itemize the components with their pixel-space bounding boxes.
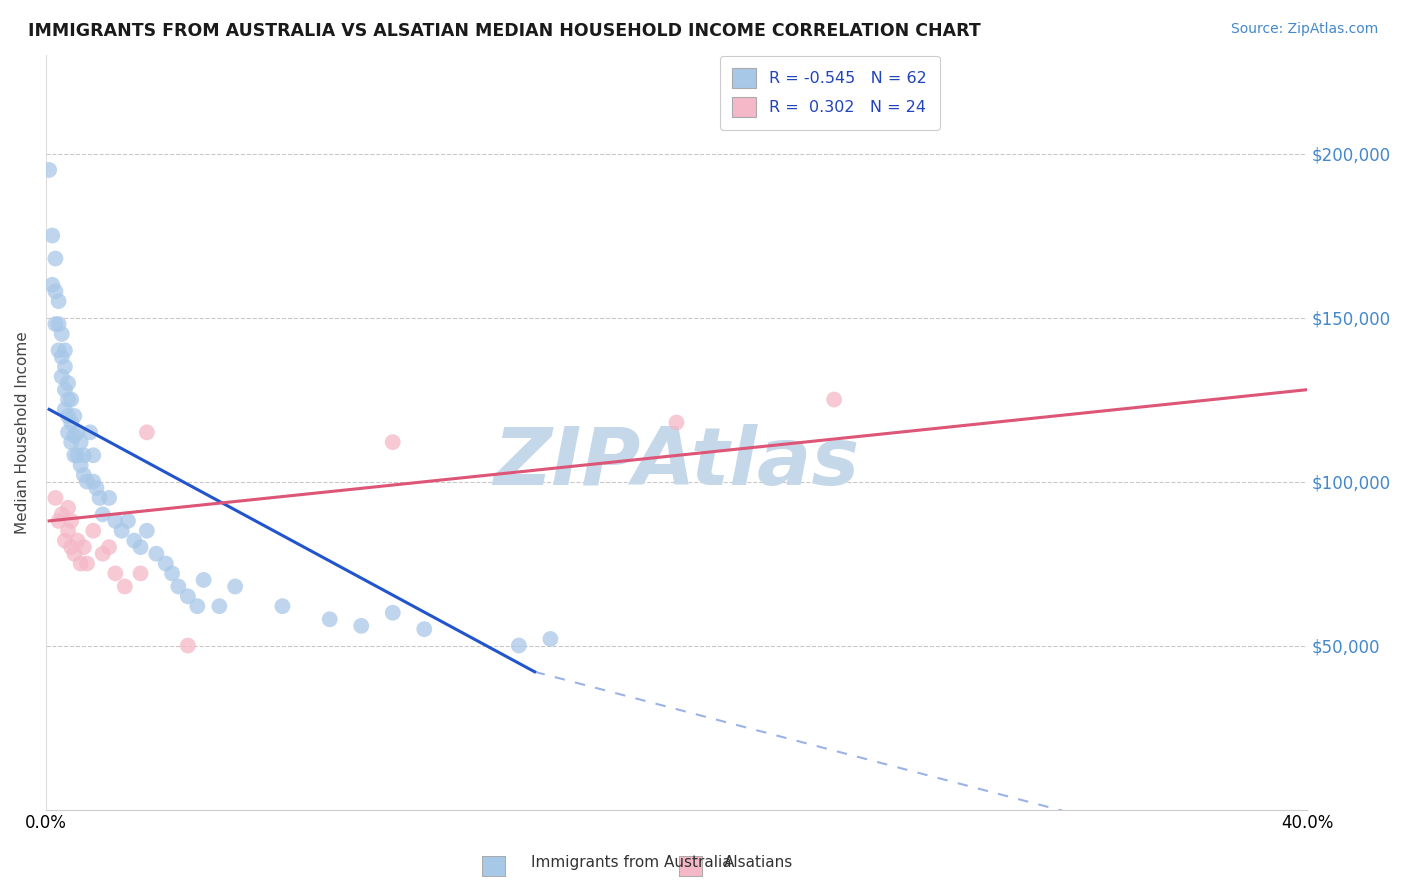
Point <box>413 622 436 636</box>
Point <box>167 580 190 594</box>
Point <box>53 343 76 358</box>
Point <box>56 392 79 407</box>
Point <box>48 514 70 528</box>
Point <box>155 557 177 571</box>
Point <box>60 514 83 528</box>
Point <box>508 639 530 653</box>
Point <box>69 557 91 571</box>
Point <box>56 500 79 515</box>
Point <box>129 540 152 554</box>
Point <box>350 619 373 633</box>
Point <box>82 475 104 489</box>
Point <box>160 566 183 581</box>
Text: Source: ZipAtlas.com: Source: ZipAtlas.com <box>1230 22 1378 37</box>
Point <box>69 458 91 472</box>
Point <box>104 514 127 528</box>
Point <box>41 228 63 243</box>
Point <box>53 533 76 548</box>
Point <box>63 409 86 423</box>
Point <box>51 326 73 341</box>
Point <box>48 317 70 331</box>
Point <box>48 294 70 309</box>
Point <box>51 369 73 384</box>
Point <box>56 376 79 391</box>
Point <box>44 317 66 331</box>
Point <box>56 524 79 538</box>
Point <box>177 639 200 653</box>
Point <box>823 392 845 407</box>
Point <box>111 524 134 538</box>
Point <box>86 481 108 495</box>
Point <box>193 573 215 587</box>
Point <box>60 540 83 554</box>
Point <box>66 533 89 548</box>
Point <box>53 359 76 374</box>
Point <box>53 402 76 417</box>
Point <box>48 343 70 358</box>
Point <box>318 612 340 626</box>
Point <box>129 566 152 581</box>
Point <box>79 425 101 440</box>
Y-axis label: Median Household Income: Median Household Income <box>15 331 30 533</box>
Point <box>82 524 104 538</box>
Text: IMMIGRANTS FROM AUSTRALIA VS ALSATIAN MEDIAN HOUSEHOLD INCOME CORRELATION CHART: IMMIGRANTS FROM AUSTRALIA VS ALSATIAN ME… <box>28 22 981 40</box>
Point <box>177 590 200 604</box>
Point <box>145 547 167 561</box>
Point <box>117 514 139 528</box>
Text: Immigrants from Australia: Immigrants from Australia <box>531 855 733 870</box>
Text: Alsatians: Alsatians <box>724 855 793 870</box>
Point <box>56 425 79 440</box>
Point <box>73 467 96 482</box>
Point <box>60 392 83 407</box>
Point <box>63 448 86 462</box>
Point <box>66 448 89 462</box>
Point <box>271 599 294 614</box>
Point <box>98 491 121 505</box>
Point <box>60 416 83 430</box>
Point <box>91 547 114 561</box>
Point <box>381 606 404 620</box>
Point <box>41 277 63 292</box>
Point <box>538 632 561 646</box>
Point <box>44 252 66 266</box>
Point <box>69 435 91 450</box>
Point <box>51 350 73 364</box>
Point <box>135 524 157 538</box>
Point <box>208 599 231 614</box>
Point <box>104 566 127 581</box>
Point <box>82 448 104 462</box>
Point <box>66 425 89 440</box>
Point <box>135 425 157 440</box>
Point <box>122 533 145 548</box>
Point <box>38 163 60 178</box>
Point <box>381 435 404 450</box>
Point <box>56 409 79 423</box>
Point <box>63 547 86 561</box>
Point <box>89 491 111 505</box>
Point <box>53 383 76 397</box>
Point <box>51 508 73 522</box>
Point <box>98 540 121 554</box>
Text: ZIPAtlas: ZIPAtlas <box>494 424 859 501</box>
Point <box>76 557 98 571</box>
Point <box>76 475 98 489</box>
Point <box>186 599 208 614</box>
Point <box>44 491 66 505</box>
Point <box>224 580 246 594</box>
Legend: R = -0.545   N = 62, R =  0.302   N = 24: R = -0.545 N = 62, R = 0.302 N = 24 <box>720 55 939 129</box>
Point <box>44 285 66 299</box>
Point <box>63 428 86 442</box>
Point <box>73 540 96 554</box>
Point <box>60 435 83 450</box>
Point <box>91 508 114 522</box>
Point <box>114 580 136 594</box>
Point <box>665 416 688 430</box>
Point <box>73 448 96 462</box>
